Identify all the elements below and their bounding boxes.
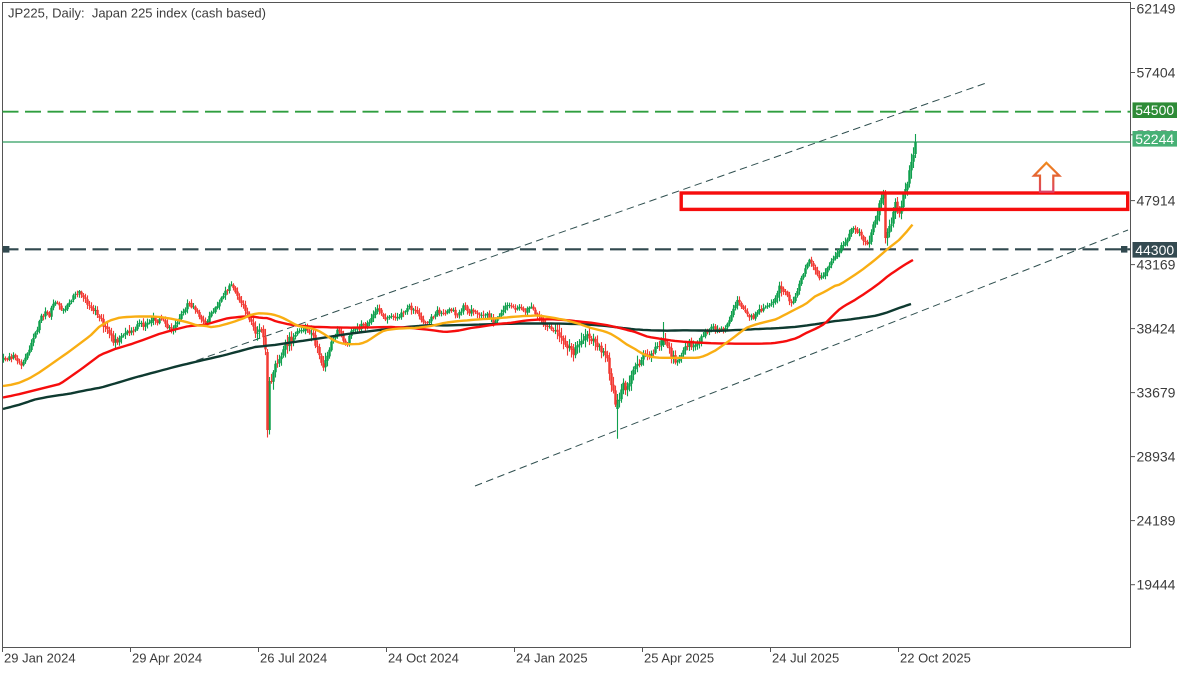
svg-text:44300: 44300 bbox=[1135, 242, 1174, 258]
svg-text:24189: 24189 bbox=[1137, 513, 1176, 529]
svg-text:33679: 33679 bbox=[1137, 385, 1176, 401]
svg-text:43169: 43169 bbox=[1137, 257, 1176, 273]
svg-text:24 Oct 2024: 24 Oct 2024 bbox=[388, 651, 459, 666]
svg-text:22 Oct 2025: 22 Oct 2025 bbox=[900, 651, 971, 666]
svg-text:24 Jul 2025: 24 Jul 2025 bbox=[772, 651, 839, 666]
svg-text:29 Jan 2024: 29 Jan 2024 bbox=[4, 651, 76, 666]
svg-text:JP225, Daily: Japan 225 index: JP225, Daily: Japan 225 index (cash base… bbox=[8, 6, 266, 21]
svg-text:24 Jan 2025: 24 Jan 2025 bbox=[516, 651, 588, 666]
svg-text:47914: 47914 bbox=[1137, 193, 1176, 209]
svg-text:62149: 62149 bbox=[1137, 1, 1176, 17]
svg-text:19444: 19444 bbox=[1137, 577, 1176, 593]
svg-text:54500: 54500 bbox=[1135, 102, 1174, 118]
svg-text:52244: 52244 bbox=[1135, 131, 1174, 147]
svg-text:29 Apr 2024: 29 Apr 2024 bbox=[132, 651, 202, 666]
svg-text:57404: 57404 bbox=[1137, 65, 1176, 81]
svg-text:25 Apr 2025: 25 Apr 2025 bbox=[644, 651, 714, 666]
svg-text:38424: 38424 bbox=[1137, 321, 1176, 337]
svg-text:28934: 28934 bbox=[1137, 449, 1176, 465]
svg-text:26 Jul 2024: 26 Jul 2024 bbox=[260, 651, 327, 666]
